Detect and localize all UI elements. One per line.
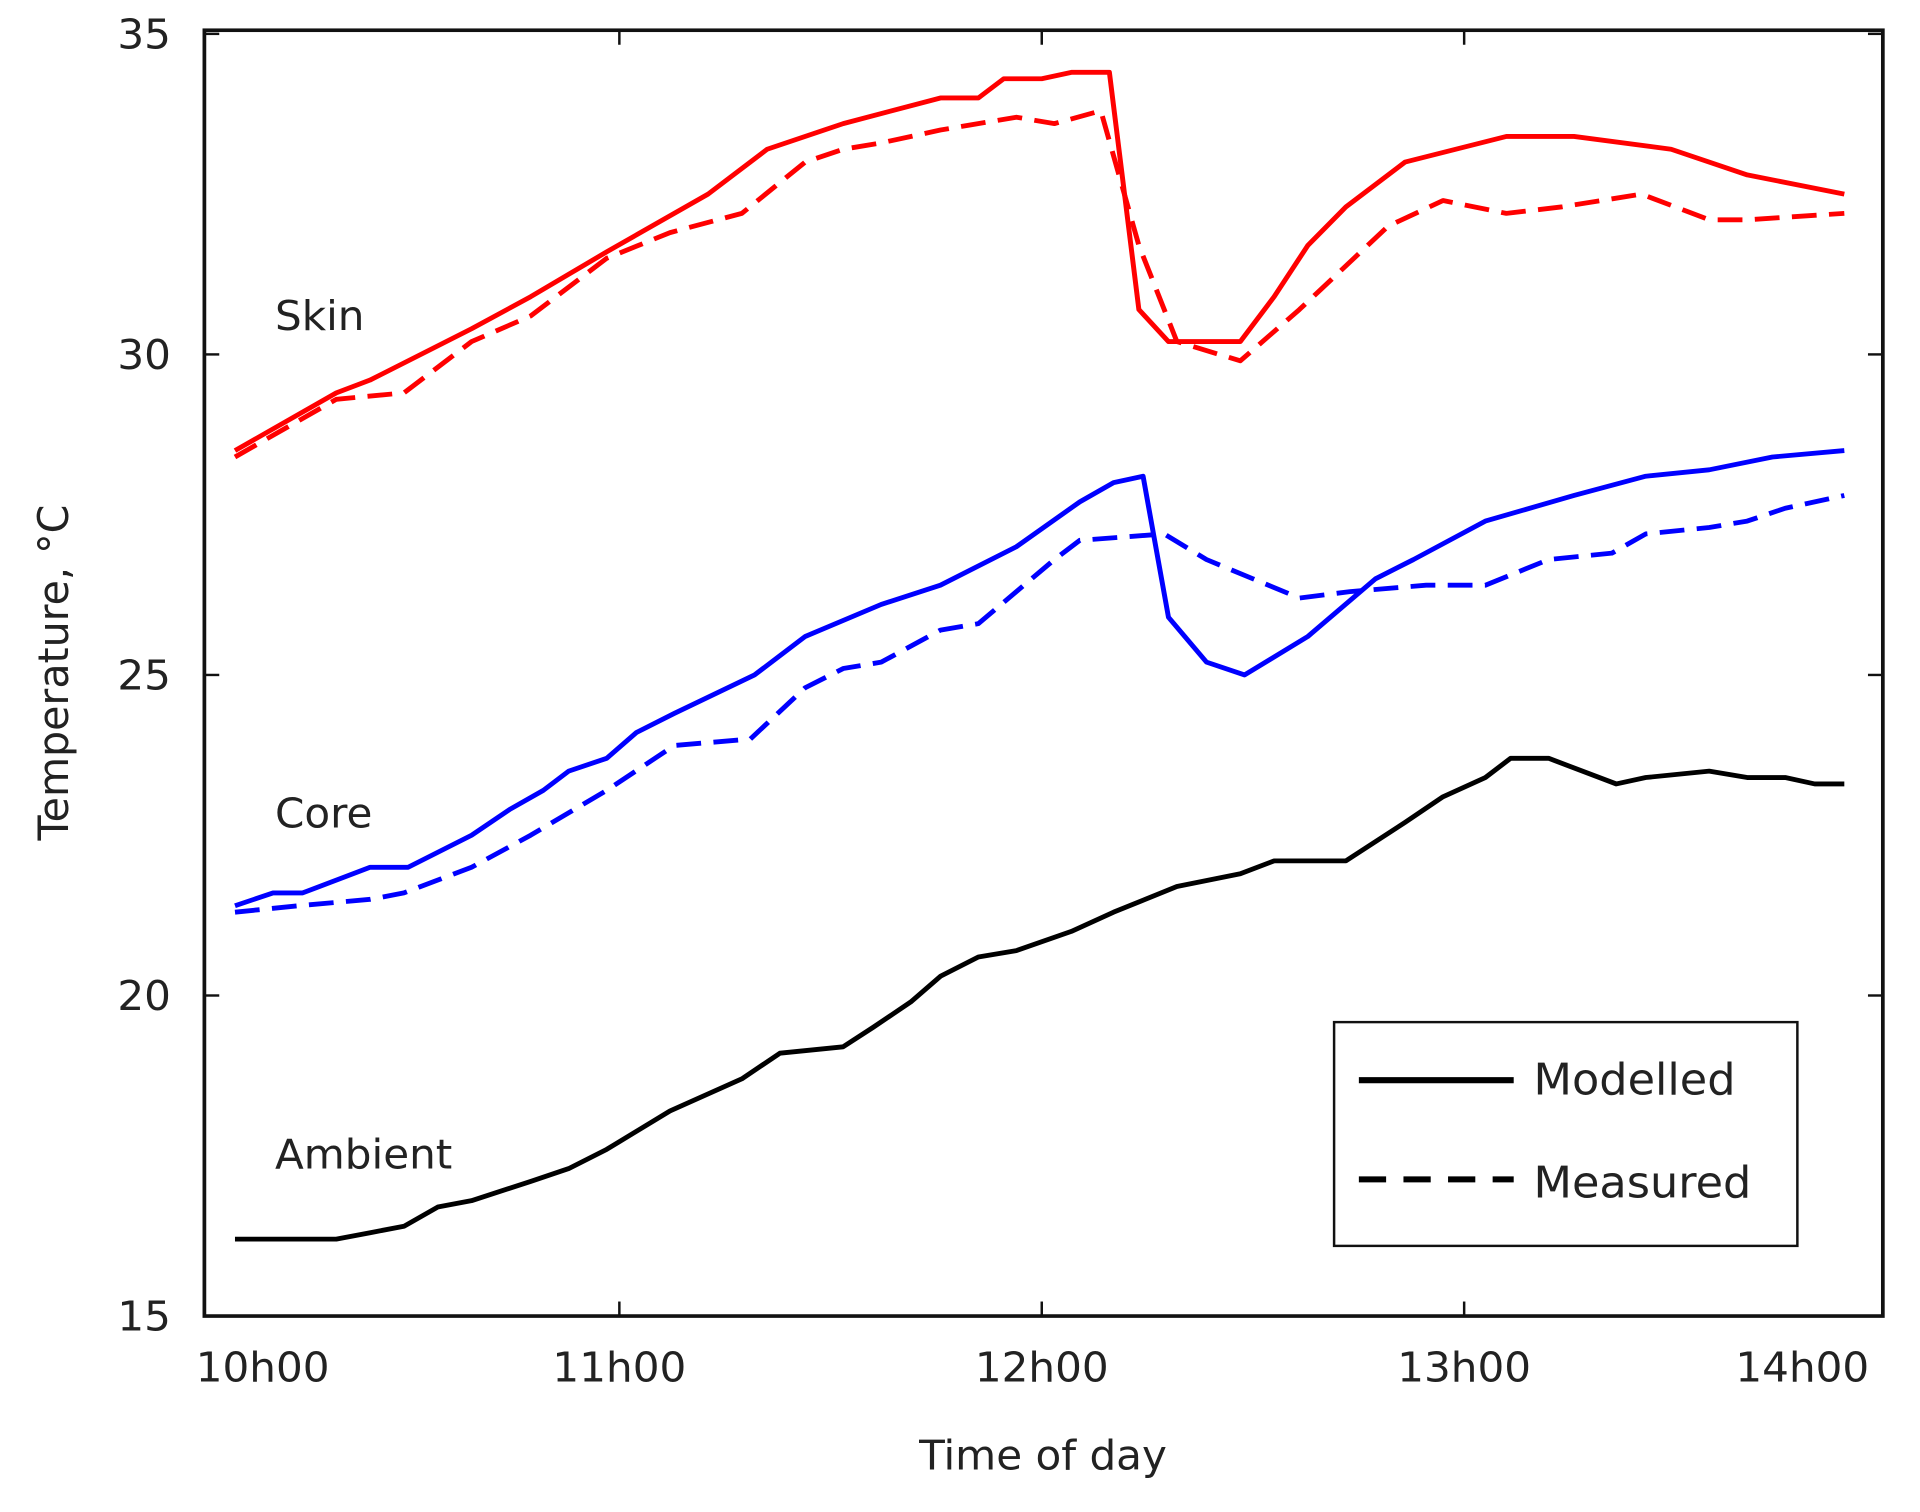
legend: Modelled Measured <box>1332 1020 1799 1248</box>
y-tick-label: 25 <box>117 651 171 699</box>
legend-box <box>1332 1020 1799 1248</box>
y-tick-label: 15 <box>117 1292 171 1340</box>
y-axis-label: Temperature, °C <box>29 505 79 842</box>
x-tick-label: 11h00 <box>552 1343 686 1391</box>
skin-modelled-line <box>233 69 1845 453</box>
x-axis-label: Time of day <box>918 1431 1167 1479</box>
y-tick-label: 35 <box>117 10 171 58</box>
series-layer <box>233 69 1845 1242</box>
x-tick-label: 10h00 <box>196 1343 330 1391</box>
plot-frame <box>202 28 1885 1318</box>
label-skin: Skin <box>275 292 364 340</box>
y-tick-label: 20 <box>117 971 171 1019</box>
y-tick-label: 30 <box>117 330 171 378</box>
label-ambient: Ambient <box>275 1130 452 1178</box>
label-core: Core <box>275 789 372 837</box>
ambient-modelled-line <box>234 755 1845 1242</box>
x-tick-label: 14h00 <box>1735 1343 1869 1391</box>
x-tick-label: 12h00 <box>975 1343 1109 1391</box>
x-tick-label: 13h00 <box>1397 1343 1531 1391</box>
legend-modelled: Modelled <box>1534 1055 1736 1105</box>
skin-measured-line <box>233 108 1845 460</box>
core-measured-line <box>234 493 1845 915</box>
legend-measured: Measured <box>1534 1158 1752 1208</box>
core-modelled-line <box>234 448 1845 909</box>
